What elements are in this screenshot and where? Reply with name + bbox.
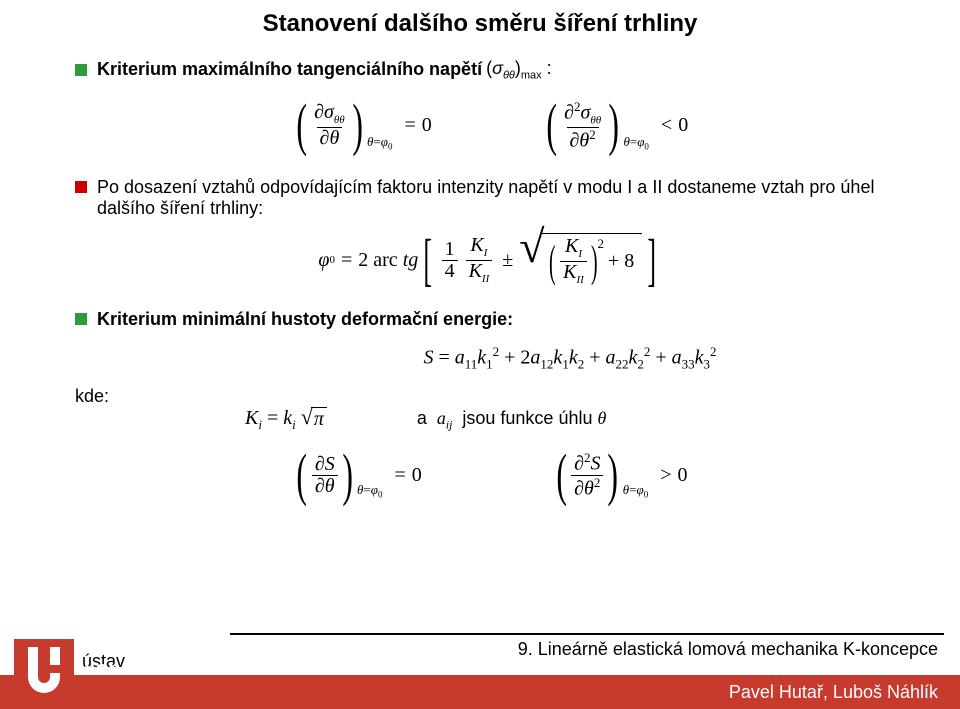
kde-eq1: Ki = ki √π: [245, 407, 327, 433]
kde-label: kde:: [75, 386, 109, 406]
eq1-left: ( ∂σθθ ∂θ ) θ=φ0 = 0: [292, 100, 432, 152]
content-area: Kriterium maximálního tangenciálního nap…: [0, 38, 960, 500]
eq1-right: ( ∂2σθθ ∂θ2 ) θ=φ0 < 0: [542, 100, 688, 152]
page-title: Stanovení dalšího směru šíření trhliny: [0, 0, 960, 38]
bullet-red-icon: [75, 181, 87, 193]
footer-author: Pavel Hutař, Luboš Náhlík: [729, 682, 938, 703]
equation-2: φ0 = 2 arc tg [ 14 KI KII ± √ ( KI KII: [75, 233, 905, 286]
logo: konstruování: [14, 639, 216, 699]
footer-lecture: 9. Lineárně elastická lomová mechanika K…: [518, 639, 938, 660]
eq3-left: ( ∂S ∂θ ) θ=φ0 = 0: [292, 451, 421, 499]
body-1: Po dosazení vztahů odpovídajícím faktoru…: [75, 177, 905, 219]
bullet-green-icon: [75, 64, 87, 76]
footer: 9. Lineárně elastická lomová mechanika K…: [0, 603, 960, 709]
eq3-right: ( ∂2S ∂θ2 ) θ=φ0 > 0: [552, 451, 688, 499]
logo-text-bottom: konstruování: [84, 659, 216, 680]
body-1-text: Po dosazení vztahů odpovídajícím faktoru…: [97, 177, 905, 219]
footer-divider: [230, 633, 944, 635]
equation-3: ( ∂S ∂θ ) θ=φ0 = 0 ( ∂2S ∂θ2 ) θ=φ0 > 0: [75, 451, 905, 499]
where-block: kde: Ki = ki √π a aij jsou funkce úhlu θ: [75, 386, 905, 433]
criterion-2: Kriterium minimální hustoty deformační e…: [75, 309, 905, 330]
bullet-green-icon-2: [75, 313, 87, 325]
criterion-1-label: Kriterium maximálního tangenciálního nap…: [97, 59, 482, 80]
criterion-1-expr: (σθθ)max :: [486, 58, 552, 82]
equation-s: S = a11k12 + 2a12k1k2 + a22k22 + a33k32: [235, 344, 905, 373]
criterion-2-label: Kriterium minimální hustoty deformační e…: [97, 309, 513, 330]
equation-1: ( ∂σθθ ∂θ ) θ=φ0 = 0 ( ∂2σθθ ∂θ2 ) θ=φ0 …: [75, 100, 905, 152]
kde-eq2: a aij jsou funkce úhlu θ: [417, 408, 606, 432]
criterion-1: Kriterium maximálního tangenciálního nap…: [75, 58, 905, 82]
logo-icon: [14, 639, 74, 699]
